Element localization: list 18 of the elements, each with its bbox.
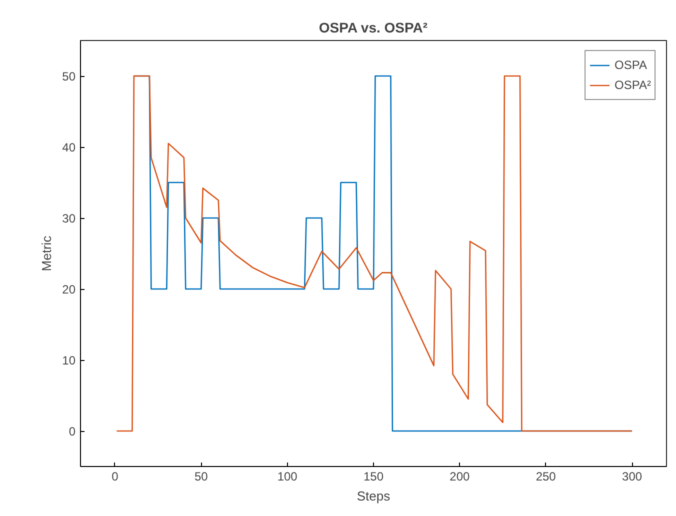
y-tick-label: 10 xyxy=(62,354,76,368)
x-tick-label: 300 xyxy=(622,470,642,484)
legend-label: OSPA xyxy=(614,58,648,72)
x-tick-label: 50 xyxy=(194,470,208,484)
x-tick-label: 100 xyxy=(277,470,298,484)
x-axis-title: Steps xyxy=(356,488,391,504)
x-tick-label: 150 xyxy=(363,470,384,484)
chart-title: OSPA vs. OSPA² xyxy=(318,20,428,36)
x-tick-label: 250 xyxy=(536,470,556,484)
y-tick-label: 20 xyxy=(62,282,76,296)
y-tick-label: 50 xyxy=(62,70,76,84)
y-tick-label: 0 xyxy=(68,424,76,438)
y-axis-title: Metric xyxy=(39,235,54,272)
x-tick-label: 200 xyxy=(450,470,470,484)
x-tick-label: 0 xyxy=(112,470,119,484)
y-tick-label: 40 xyxy=(62,140,76,154)
legend-label: OSPA² xyxy=(614,78,651,92)
y-tick-label: 30 xyxy=(62,212,76,226)
